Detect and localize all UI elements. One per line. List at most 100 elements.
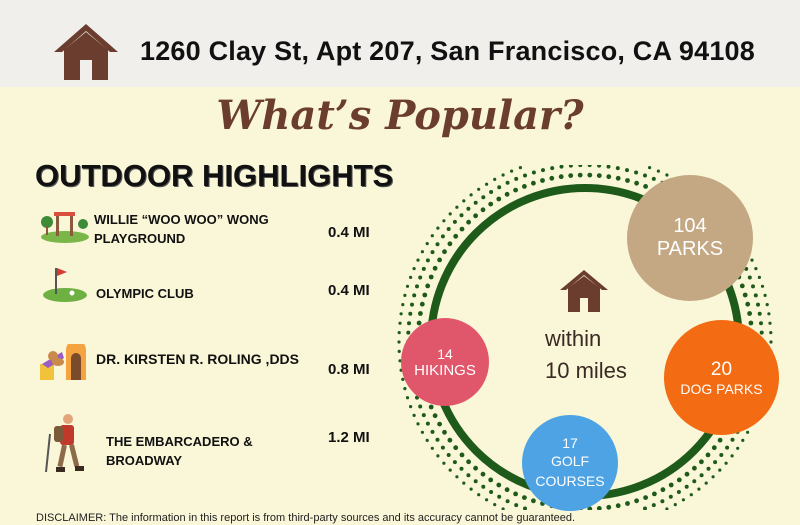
ring-dot [587,172,593,178]
ring-dot [466,459,471,465]
ring-dot [769,340,773,344]
ring-dot [459,213,464,218]
ring-dot [606,504,612,510]
ring-dot [665,507,669,511]
ring-dot [488,201,494,207]
ring-dot [742,292,748,298]
ring-dot [455,475,459,479]
ring-dot [459,226,465,232]
hikings-bubble: 14 HIKINGS [401,318,489,406]
ring-dot [436,226,440,230]
ring-dot [440,234,445,239]
ring-dot [540,178,545,183]
ring-dot [428,274,434,280]
ring-dot [763,293,767,297]
ring-dot [452,460,457,465]
ring-dot [643,495,648,500]
ring-dot [514,503,519,508]
golf-courses-count: 17 [562,435,578,451]
highlight-name: OLYMPIC CLUB [96,286,194,301]
ring-dot [408,311,413,316]
dog-park-icon [40,344,86,380]
ring-dot [447,241,453,247]
ring-dot [523,173,527,178]
ring-dot [747,311,752,316]
ring-dot [493,503,497,507]
ring-dot [765,303,769,307]
ring-dot [421,413,426,418]
ring-dot [757,275,761,279]
highlight-name: DR. KIRSTEN R. ROLING ,DDS [96,351,300,367]
ring-dot [741,438,745,442]
ring-dot [697,487,701,491]
ring-dot [428,404,434,410]
ring-dot [643,173,647,178]
within-line-1: within [545,326,602,351]
ring-dot [651,176,656,181]
ring-dot [442,429,447,435]
ring-dot [416,422,420,426]
ring-dot [578,163,583,168]
ring-dot [462,199,466,203]
ring-dot [452,219,457,224]
ring-dot [398,321,402,325]
ring-dot [401,303,405,307]
highlight-distance: 0.4 MI [328,282,370,299]
ring-dot [397,340,401,344]
ring-dot [634,180,639,186]
ring-dot [418,311,423,316]
house-icon [560,270,608,312]
ring-dot [473,200,478,205]
ring-dot [455,205,459,209]
ring-dot [753,293,758,298]
hikings-count: 14 [437,345,453,362]
ring-dot [754,267,758,271]
ring-dot [453,233,459,239]
ring-dot [409,275,413,279]
ring-dot [398,359,402,363]
ring-dot [568,173,574,178]
ring-dot [399,312,403,316]
ring-dot [504,487,510,493]
ring-dot [485,498,489,502]
ring-dot [501,173,505,177]
ring-dot [706,466,711,471]
ring-dot [724,461,728,465]
highlight-name: WILLIE “WOO WOO” WONG PLAYGROUND [94,212,269,246]
ring-dot [522,495,527,500]
ring-dot [692,479,697,484]
ring-dot [489,490,494,494]
ring-dot [466,473,471,478]
ring-dot [684,471,690,477]
dog-parks-count: 20 [710,358,733,380]
ring-dot [448,468,452,472]
ring-dot [673,503,677,507]
property-address: 1260 Clay St, Apt 207, San Francisco, CA… [140,36,755,66]
ring-dot [505,499,510,504]
ring-dot [651,503,656,508]
ring-dot [559,164,564,169]
ring-dot [514,176,519,181]
ring-dot [587,163,592,168]
golf-courses-label: GOLF COURSES [535,453,605,489]
ring-dot [481,484,486,489]
ring-dot [469,193,473,197]
golf-icon [43,268,87,302]
ring-dot [625,168,629,173]
ring-dot [531,180,536,186]
ring-dot [596,506,602,511]
highlight-distance: 0.8 MI [328,361,370,378]
ring-dot [681,498,685,502]
ring-dot [699,473,704,478]
ring-dot [739,283,745,289]
ring-dot [634,498,639,504]
ring-dot [717,437,723,443]
ring-dot [496,482,502,488]
ring-dot [531,498,536,504]
ring-dot [549,175,555,181]
ring-dot [750,258,754,262]
ring-dot [730,437,735,442]
hikings-label: HIKINGS [414,361,476,379]
ring-dot [760,284,765,288]
ring-dot [421,266,426,271]
